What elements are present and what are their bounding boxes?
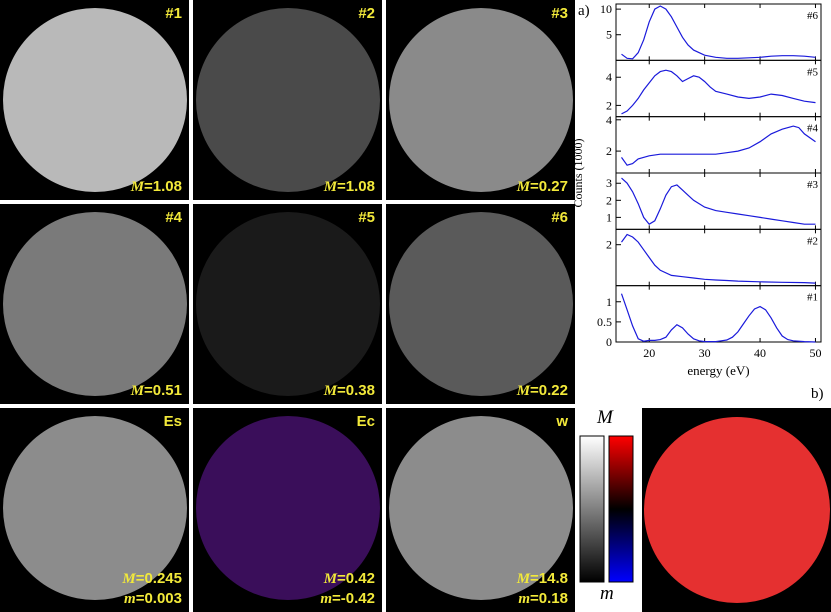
- image-panel-4: #4 M=0.51: [0, 204, 189, 404]
- panel-label: Es: [163, 413, 182, 430]
- panel-label: #1: [165, 5, 182, 22]
- image-panel-composite: [642, 408, 831, 612]
- y-tick-label: 5: [606, 28, 612, 42]
- m-value: M=1.08: [323, 178, 375, 195]
- image-panel-ec: Ec M=0.42 m=-0.42: [193, 408, 382, 612]
- m-value: M=0.38: [323, 382, 375, 399]
- y-tick-label: 0.5: [597, 315, 612, 329]
- micrograph-es: [3, 416, 187, 600]
- y-tick-label: 0: [606, 335, 612, 349]
- subplot-label: #2: [807, 235, 818, 247]
- panel-label: #6: [551, 209, 568, 226]
- y-tick-label: 4: [606, 113, 612, 127]
- colorbar-gray: [579, 435, 605, 583]
- colorbar-bottom-label: m: [600, 583, 614, 604]
- y-tick-label: 4: [606, 70, 612, 84]
- y-tick-label: 3: [606, 176, 612, 190]
- y-tick-label: 1: [606, 295, 612, 309]
- panel-label: #5: [358, 209, 375, 226]
- image-panel-2: #2 M=1.08: [193, 0, 382, 200]
- subplot-frame: [615, 285, 822, 343]
- m-value: M=0.22: [516, 382, 568, 399]
- micrograph-ec: [196, 416, 380, 600]
- small-m-value: m=-0.42: [320, 590, 375, 607]
- small-m-value: m=0.18: [518, 590, 568, 607]
- panel-label: #4: [165, 209, 182, 226]
- spectrum-line-4: [621, 125, 816, 166]
- panel-label: #3: [551, 5, 568, 22]
- spectrum-line-5: [621, 69, 816, 115]
- y-tick-label: 1: [606, 210, 612, 224]
- micrograph-6: [389, 212, 573, 396]
- colorbar-top-label: M: [597, 407, 613, 428]
- colorbar: [579, 435, 634, 583]
- spectrum-line-3: [621, 177, 816, 225]
- x-axis-label: energy (eV): [687, 363, 749, 378]
- m-value: M=1.08: [130, 178, 182, 195]
- subplot-label: #3: [807, 179, 819, 191]
- image-panel-w: w M=14.8 m=0.18: [386, 408, 575, 612]
- spectrum-line-1: [620, 293, 816, 343]
- micrograph-2: [196, 8, 380, 192]
- image-panel-5: #5 M=0.38: [193, 204, 382, 404]
- figure-label-a: a): [578, 3, 590, 19]
- x-tick-label: 50: [809, 346, 821, 360]
- panel-label: w: [556, 413, 568, 430]
- m-value: M=0.245: [122, 570, 182, 587]
- micrograph-4: [3, 212, 187, 396]
- m-value: M=14.8: [516, 570, 568, 587]
- colorbar-red-blue: [608, 435, 634, 583]
- image-panel-6: #6 M=0.22: [386, 204, 575, 404]
- x-tick-label: 40: [754, 346, 766, 360]
- y-tick-label: 10: [600, 2, 612, 16]
- micrograph-1: [3, 8, 187, 192]
- spectrum-line-6: [621, 5, 816, 60]
- spectrum-line-2: [621, 233, 816, 284]
- y-tick-label: 2: [606, 238, 612, 252]
- subplot-label: #5: [807, 66, 819, 78]
- subplot-frame: [615, 228, 822, 287]
- y-axis-label: Counts (1000): [572, 138, 585, 207]
- image-panel-es: Es M=0.245 m=0.003: [0, 408, 189, 612]
- subplot-label: #4: [807, 123, 819, 135]
- x-tick-label: 30: [699, 346, 711, 360]
- y-tick-label: 2: [606, 193, 612, 207]
- image-panel-1: #1 M=1.08: [0, 0, 189, 200]
- subplot-label: #6: [807, 10, 819, 22]
- image-panel-3: #3 M=0.27: [386, 0, 575, 200]
- subplot-frame: [615, 3, 822, 61]
- composite-map: [644, 417, 830, 603]
- y-tick-label: 2: [606, 98, 612, 112]
- micrograph-w: [389, 416, 573, 600]
- x-tick-label: 20: [643, 346, 655, 360]
- micrograph-3: [389, 8, 573, 192]
- m-value: M=0.42: [323, 570, 375, 587]
- m-value: M=0.27: [516, 178, 568, 195]
- figure-label-b: b): [811, 386, 824, 402]
- subplot-frame: [615, 116, 822, 174]
- panel-label: Ec: [356, 413, 375, 430]
- m-value: M=0.51: [130, 382, 182, 399]
- small-m-value: m=0.003: [124, 590, 182, 607]
- panel-label: #2: [358, 5, 375, 22]
- subplot-frame: [615, 59, 822, 118]
- micrograph-5: [196, 212, 380, 396]
- y-tick-label: 2: [606, 144, 612, 158]
- subplot-label: #1: [807, 292, 818, 304]
